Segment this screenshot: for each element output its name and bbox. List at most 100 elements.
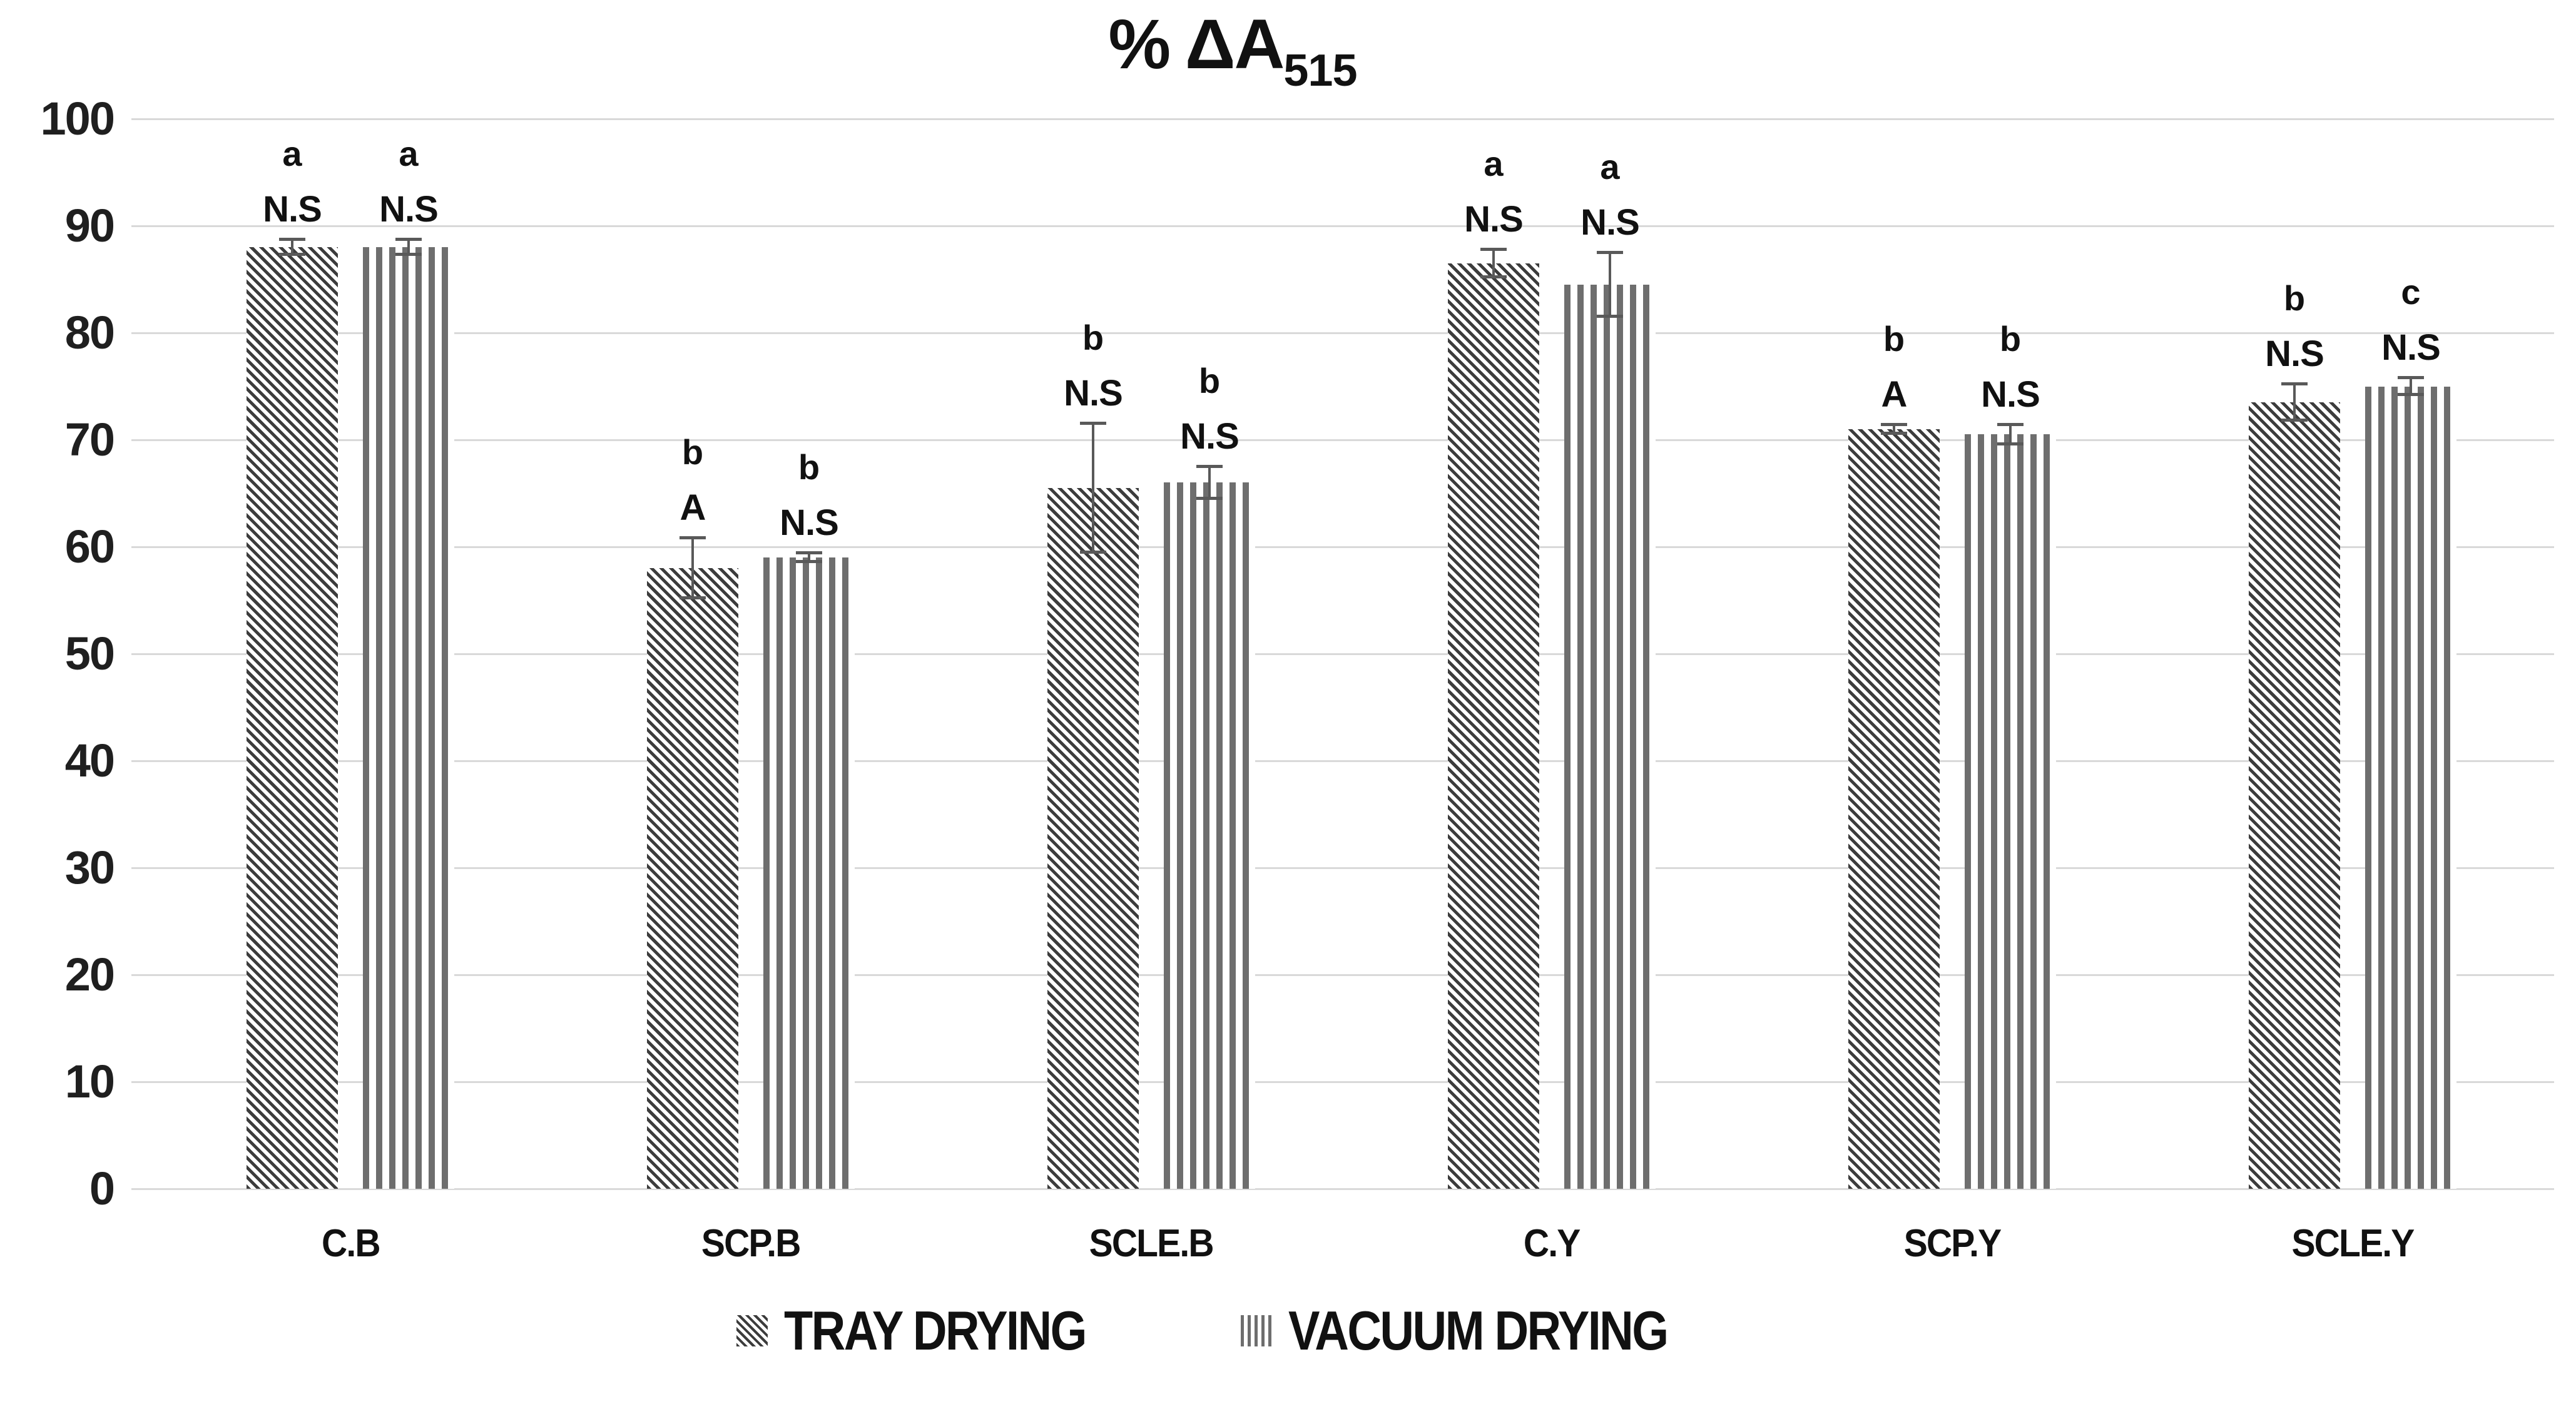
bar-annotation: b N.S xyxy=(1064,320,1123,412)
bar-annotation: c N.S xyxy=(2381,272,2441,367)
significance-letter: b xyxy=(681,432,704,472)
x-tick-label-SCLE.B: SCLE.B xyxy=(1089,1222,1214,1265)
bar-SCP.Y-tray-drying xyxy=(1848,429,1940,1189)
gridline-70 xyxy=(131,439,2554,441)
legend-label-tray-drying: TRAY DRYING xyxy=(783,1300,1087,1361)
error-bar-top-cap xyxy=(1997,423,2024,427)
significance-letter: b xyxy=(2283,278,2306,318)
x-tick-label-C.Y: C.Y xyxy=(1524,1222,1581,1265)
error-bar-bottom-cap xyxy=(1997,442,2024,445)
bar-slot-C.Y-tray-drying: a N.S xyxy=(1448,119,1539,1189)
y-axis-tick-labels: 0 10 20 30 40 50 60 70 80 90 100 xyxy=(0,94,115,1214)
significance-letter: c xyxy=(2401,272,2421,312)
y-tick-label-40: 40 xyxy=(64,735,115,786)
y-tick-label-90: 90 xyxy=(64,200,115,252)
bar-slot-SCP.B-vacuum-drying: b N.S xyxy=(763,119,855,1189)
stat-label: N.S xyxy=(263,189,322,230)
bar-C.Y-vacuum-drying xyxy=(1564,285,1656,1189)
error-bar-bottom-cap xyxy=(680,596,706,600)
error-bar-bottom-cap xyxy=(1080,550,1106,554)
error-bar-top-cap xyxy=(1196,464,1223,468)
bar-annotation: b N.S xyxy=(2265,280,2324,373)
error-bar-top-cap xyxy=(796,551,822,555)
stat-label: N.S xyxy=(1981,374,2040,415)
error-bar-bottom-cap xyxy=(1480,275,1507,279)
y-tick-label-70: 70 xyxy=(64,414,115,465)
significance-letter: a xyxy=(1484,143,1504,183)
legend-item-tray-drying: TRAY DRYING xyxy=(736,1299,1134,1363)
bar-SCLE.B-tray-drying xyxy=(1047,487,1139,1189)
y-tick-label-60: 60 xyxy=(64,521,115,572)
y-tick-label-50: 50 xyxy=(64,628,115,679)
significance-letter: a xyxy=(1600,146,1620,186)
bar-C.B-vacuum-drying xyxy=(363,247,454,1189)
error-bar-top-cap xyxy=(1480,247,1507,251)
error-bar-top-cap xyxy=(2281,382,2308,386)
bar-annotation: b N.S xyxy=(1981,321,2040,414)
gridline-60 xyxy=(131,546,2554,548)
bar-slot-SCLE.Y-vacuum-drying: c N.S xyxy=(2365,119,2456,1189)
error-bar-bottom-cap xyxy=(279,253,305,257)
y-tick-label-100: 100 xyxy=(40,93,115,145)
error-bar xyxy=(1208,466,1211,499)
error-bar-top-cap xyxy=(1881,423,1907,427)
bar-group-C.B: a N.S a N.S xyxy=(150,119,551,1189)
error-bar-bottom-cap xyxy=(1196,497,1223,501)
significance-letter: b xyxy=(1198,360,1221,400)
gridline-90 xyxy=(131,225,2554,227)
bar-slot-SCLE.Y-tray-drying: b N.S xyxy=(2249,119,2340,1189)
gridline-100 xyxy=(131,118,2554,120)
error-bar xyxy=(808,553,810,562)
error-bar-top-cap xyxy=(1597,250,1623,254)
error-bar xyxy=(2410,377,2412,395)
bar-slot-C.B-tray-drying: a N.S xyxy=(247,119,338,1189)
error-bar-top-cap xyxy=(279,238,305,242)
stat-label: N.S xyxy=(780,502,839,544)
x-tick-label-SCP.Y: SCP.Y xyxy=(1903,1222,2002,1265)
error-bar-bottom-cap xyxy=(1597,315,1623,318)
significance-letter: b xyxy=(1999,319,2022,359)
bar-SCP.Y-vacuum-drying xyxy=(1965,434,2056,1189)
error-bar xyxy=(407,240,410,255)
bar-annotation: b N.S xyxy=(780,449,839,544)
error-bar-bottom-cap xyxy=(2398,393,2424,397)
error-bar-top-cap xyxy=(680,536,706,540)
chart-title: % ΔA515 xyxy=(0,4,2465,96)
significance-letter: a xyxy=(282,134,302,174)
bar-SCLE.B-vacuum-drying xyxy=(1164,482,1255,1189)
error-bar xyxy=(1492,249,1495,278)
bar-SCLE.Y-vacuum-drying xyxy=(2365,386,2456,1189)
x-tick-label-SCP.B: SCP.B xyxy=(701,1222,802,1265)
bar-annotation: a N.S xyxy=(263,136,322,228)
error-bar-bottom-cap xyxy=(2281,419,2308,422)
stat-label: A xyxy=(1881,374,1908,415)
bar-slot-C.B-vacuum-drying: a N.S xyxy=(363,119,454,1189)
stat-label: N.S xyxy=(1064,373,1123,414)
error-bar xyxy=(1092,424,1094,552)
gridline-10 xyxy=(131,1081,2554,1083)
bar-SCP.B-vacuum-drying xyxy=(763,557,855,1189)
bar-annotation: a N.S xyxy=(1581,146,1640,242)
chart-title-text: % ΔA xyxy=(1108,5,1285,83)
error-bar-top-cap xyxy=(1080,422,1106,425)
error-bar xyxy=(691,538,694,599)
stat-label: N.S xyxy=(1464,198,1524,240)
bar-annotation: b N.S xyxy=(1180,360,1240,457)
legend-item-vacuum-drying: VACUUM DRYING xyxy=(1241,1299,1729,1363)
error-bar-bottom-cap xyxy=(1881,431,1907,435)
bar-annotation: a N.S xyxy=(379,134,439,228)
stat-label: N.S xyxy=(1180,415,1240,457)
bar-slot-SCLE.B-vacuum-drying: b N.S xyxy=(1164,119,1255,1189)
significance-letter: a xyxy=(399,134,419,174)
error-bar xyxy=(1893,425,1895,434)
bar-SCP.B-tray-drying xyxy=(647,568,738,1189)
y-tick-label-30: 30 xyxy=(64,842,115,893)
y-tick-label-0: 0 xyxy=(89,1162,115,1214)
error-bar xyxy=(291,240,293,255)
bar-group-SCLE.Y: b N.S c N.S xyxy=(2152,119,2553,1189)
significance-letter: b xyxy=(1883,319,1905,359)
